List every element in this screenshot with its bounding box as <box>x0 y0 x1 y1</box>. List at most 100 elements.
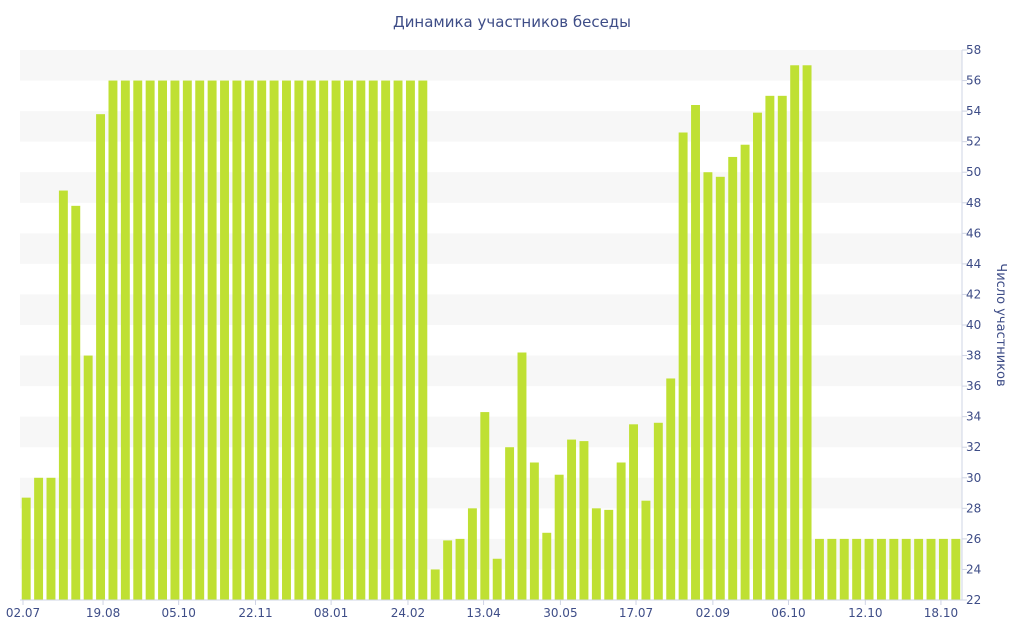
y-tick-label: 38 <box>966 349 981 363</box>
bar <box>616 462 626 600</box>
bar <box>319 80 329 600</box>
bar <box>740 144 750 600</box>
bar <box>505 447 515 600</box>
bar <box>554 474 564 600</box>
bar <box>257 80 267 600</box>
grid-band <box>20 50 962 81</box>
y-tick-label: 54 <box>966 104 981 118</box>
bar <box>951 538 961 600</box>
bar <box>728 156 738 600</box>
bar <box>195 80 205 600</box>
bar <box>356 80 366 600</box>
bar <box>393 80 403 600</box>
x-tick-label: 17.07 <box>619 606 653 620</box>
bar <box>938 538 948 600</box>
y-tick-label: 26 <box>966 532 981 546</box>
bar <box>46 477 56 600</box>
y-tick-label: 28 <box>966 501 981 515</box>
bar <box>480 412 490 600</box>
bar <box>443 540 453 600</box>
bar <box>331 80 341 600</box>
bar <box>641 500 651 600</box>
bar <box>344 80 353 600</box>
bar <box>926 538 936 600</box>
bar <box>517 352 527 600</box>
bar <box>492 558 502 600</box>
bar <box>777 95 787 600</box>
x-tick-label: 24.02 <box>391 606 425 620</box>
bar <box>418 80 428 600</box>
bar <box>901 538 911 600</box>
bar <box>282 80 291 600</box>
bar <box>653 422 663 600</box>
y-axis: 22 24 26 28 30 32 34 36 38 40 42 44 46 48 50 52 54 56 58 <box>961 43 981 607</box>
bar <box>34 477 44 600</box>
x-tick-label: 19.08 <box>86 606 120 620</box>
y-tick-label: 24 <box>966 562 981 576</box>
bar <box>83 355 93 600</box>
y-tick-label: 32 <box>966 440 981 454</box>
y-tick-label: 56 <box>966 74 981 88</box>
bar <box>244 80 254 600</box>
y-tick-label: 40 <box>966 318 981 332</box>
x-tick-label: 08.01 <box>314 606 348 620</box>
bar <box>21 497 31 600</box>
y-tick-label: 36 <box>966 379 981 393</box>
bars <box>21 65 961 601</box>
bar <box>133 80 143 600</box>
bar <box>269 80 279 600</box>
y-tick-label: 52 <box>966 135 981 149</box>
bar <box>839 538 849 600</box>
bar <box>71 205 81 600</box>
x-tick-label: 22.11 <box>238 606 272 620</box>
y-tick-label: 48 <box>966 196 981 210</box>
bar <box>604 509 614 600</box>
bar <box>852 538 862 600</box>
bar <box>691 105 700 600</box>
bar <box>889 538 899 600</box>
bar <box>96 114 106 601</box>
x-axis: 02.07 19.08 05.10 22.11 08.01 24.02 13.04 30.05… <box>6 600 958 620</box>
y-tick-label: 58 <box>966 43 981 57</box>
bar <box>455 538 465 600</box>
bar <box>790 65 800 600</box>
y-tick-label: 42 <box>966 287 981 301</box>
bar <box>827 538 837 600</box>
y-tick-label: 46 <box>966 226 981 240</box>
y-tick-label: 30 <box>966 471 981 485</box>
y-tick-label: 50 <box>966 165 981 179</box>
x-tick-label: 30.05 <box>543 606 577 620</box>
x-tick-label: 02.07 <box>6 606 40 620</box>
bar <box>542 532 552 600</box>
bar <box>765 95 775 600</box>
bar <box>232 80 242 600</box>
bar <box>108 80 118 600</box>
y-tick-label: 34 <box>966 410 981 424</box>
bar <box>864 538 874 600</box>
bar <box>294 80 304 600</box>
bar <box>158 80 167 600</box>
bar <box>567 439 577 600</box>
bar <box>715 176 725 600</box>
bar <box>182 80 192 600</box>
bar <box>306 80 316 600</box>
x-tick-label: 05.10 <box>161 606 195 620</box>
bar <box>368 80 378 600</box>
x-tick-label: 06.10 <box>771 606 805 620</box>
bar <box>802 65 812 600</box>
bar <box>207 80 217 600</box>
x-tick-label: 18.10 <box>924 606 958 620</box>
bar <box>430 569 440 600</box>
bar <box>58 190 68 600</box>
bar <box>591 508 601 600</box>
bar <box>381 80 391 600</box>
bar <box>876 538 886 600</box>
bar <box>467 508 477 600</box>
bar <box>666 378 676 600</box>
bar <box>145 80 155 600</box>
x-tick-label: 13.04 <box>466 606 500 620</box>
bar <box>629 424 638 600</box>
y-tick-label: 44 <box>966 257 981 271</box>
bar <box>529 462 539 600</box>
